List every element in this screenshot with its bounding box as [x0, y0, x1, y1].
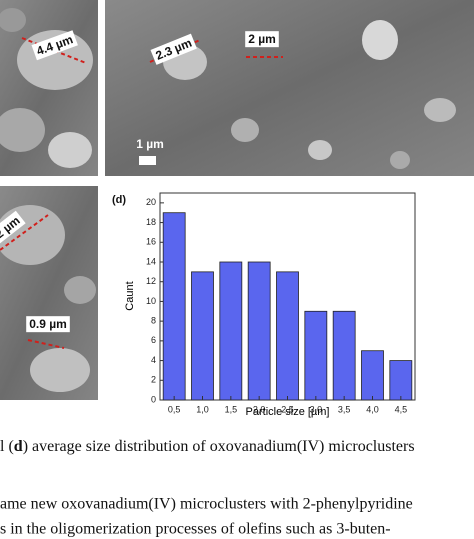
y-tick-label: 18 — [146, 217, 156, 227]
x-tick-label: 0,5 — [168, 404, 181, 414]
scale-label: 0.9 µm — [29, 317, 67, 331]
x-axis-title: Particle size [µm] — [246, 406, 330, 418]
caption: l (d) average size distribution of oxova… — [0, 438, 415, 455]
x-tick-label: 3,0 — [310, 404, 323, 414]
x-tick-label: 1,0 — [196, 404, 209, 414]
y-tick-label: 20 — [146, 197, 156, 207]
y-tick-label: 12 — [146, 276, 156, 286]
bar — [389, 360, 413, 401]
y-tick-label: 2 — [151, 375, 156, 385]
scale-label: 2 µm — [248, 32, 276, 46]
y-tick-label: 6 — [151, 335, 156, 345]
y-tick-label: 14 — [146, 256, 156, 266]
x-tick-label: 1,5 — [225, 404, 238, 414]
bar — [191, 271, 214, 401]
bar — [219, 261, 243, 401]
x-tick-label: 4,5 — [395, 404, 408, 414]
caption-part: l ( — [0, 438, 14, 455]
bar — [162, 212, 186, 401]
scale-label-box — [31, 30, 78, 61]
x-tick-label: 2,5 — [281, 404, 294, 414]
panel-label: (d) — [112, 194, 126, 206]
x-tick-label: 4,0 — [366, 404, 379, 414]
scale-label-box — [245, 31, 279, 48]
y-tick-label: 0 — [151, 394, 156, 404]
y-tick-label: 8 — [151, 316, 156, 326]
y-tick-label: 4 — [151, 355, 156, 365]
bar — [361, 350, 384, 401]
y-tick-label: 16 — [146, 237, 156, 247]
bar — [304, 310, 328, 401]
scale-label-box — [0, 210, 26, 244]
caption-part: ) average size distribution of oxovanadi… — [23, 438, 415, 455]
bar — [332, 310, 356, 401]
caption-part: d — [14, 438, 23, 455]
scale-label-box — [150, 33, 197, 65]
y-tick-label: 10 — [146, 296, 156, 306]
body-line: ame new oxovanadium(IV) microclusters wi… — [0, 496, 413, 513]
body-line: s in the oligomerization processes of ol… — [0, 521, 391, 538]
x-tick-label: 2,0 — [253, 404, 266, 414]
bar — [247, 261, 271, 401]
x-tick-label: 3,5 — [338, 404, 351, 414]
y-axis-title: Caunt — [124, 281, 136, 310]
bar — [276, 271, 299, 401]
scale-label: 1 µm — [136, 137, 164, 151]
sem-image-b — [105, 0, 474, 176]
sem-image-a — [0, 0, 98, 176]
scale-label-box — [26, 316, 70, 333]
